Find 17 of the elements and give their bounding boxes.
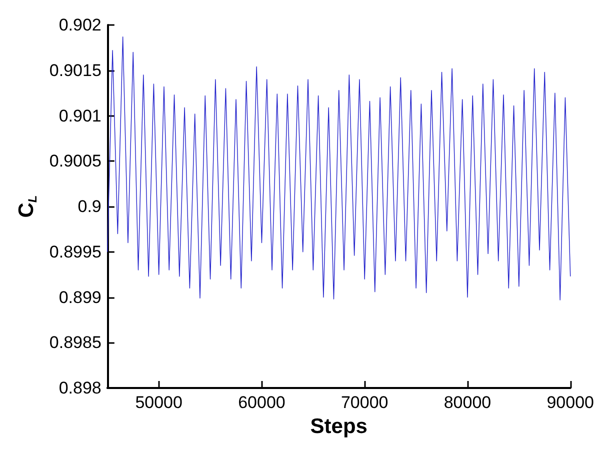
y-tick-label: 0.899 (58, 288, 102, 307)
x-axis-title: Steps (310, 415, 368, 438)
y-tick-label: 0.902 (58, 16, 102, 34)
y-tick-label: 0.901 (58, 106, 102, 126)
y-tick-label: 0.898 (58, 378, 102, 398)
x-tick-label: 80000 (444, 393, 492, 412)
x-tick-label: 60000 (238, 393, 286, 412)
line-series (107, 36, 571, 300)
x-tick-label: 90000 (546, 393, 594, 412)
x-tick-label: 70000 (340, 393, 388, 412)
y-tick-label: 0.8985 (49, 333, 102, 352)
x-tick-label: 50000 (135, 393, 182, 412)
y-tick-label: 0.8995 (49, 242, 102, 262)
y-tick-label: 0.9015 (49, 60, 102, 80)
y-tick-label: 0.9 (78, 197, 102, 216)
y-tick-label: 0.9005 (49, 152, 102, 171)
y-axis-title: CL (15, 195, 40, 218)
